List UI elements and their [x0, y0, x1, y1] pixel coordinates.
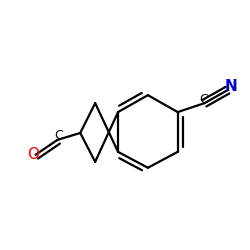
- Text: C: C: [199, 93, 208, 106]
- Text: N: N: [225, 79, 238, 94]
- Text: O: O: [28, 147, 40, 162]
- Text: C: C: [54, 130, 63, 142]
